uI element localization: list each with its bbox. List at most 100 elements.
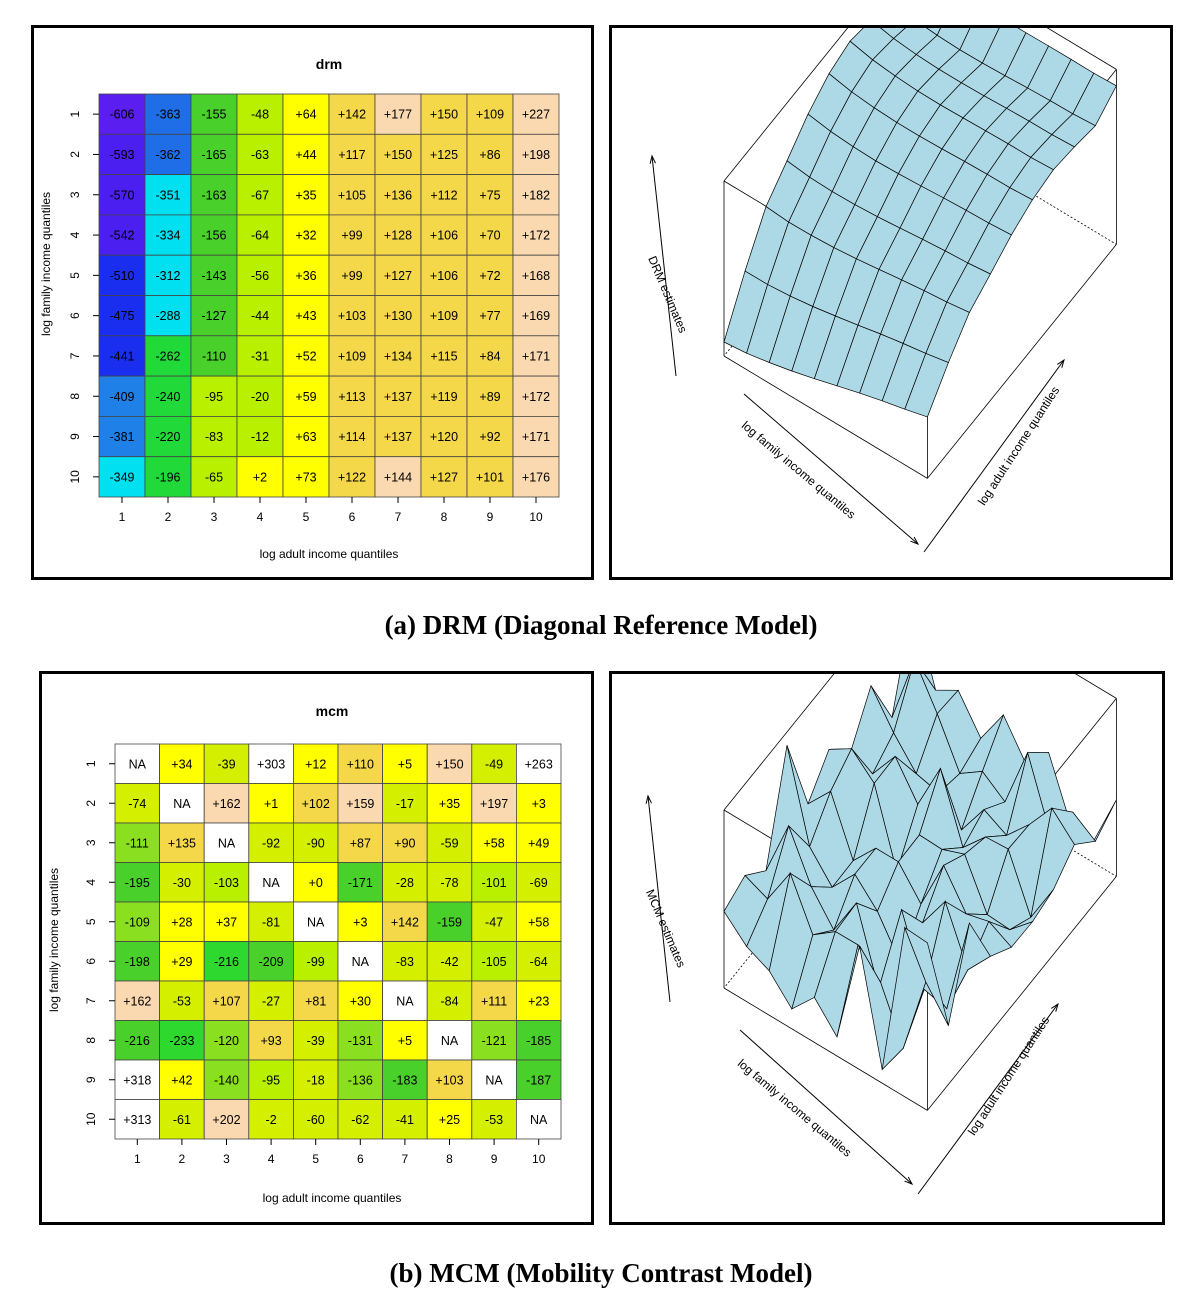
- mcm-heatmap-cell-label: -84: [440, 994, 458, 1008]
- drm-heatmap-cell-label: +171: [522, 349, 550, 363]
- drm-heatmap-cell-label: -334: [155, 229, 180, 243]
- mcm-heatmap-cell-label: -92: [262, 836, 280, 850]
- mcm-heatmap-cell: [159, 822, 205, 863]
- drm-heatmap-cell-label: -475: [109, 309, 134, 323]
- drm-heatmap-cell: [144, 133, 192, 176]
- mcm-heatmap-cell-label: -111: [126, 836, 149, 850]
- mcm-heatmap-x-tick-label: 2: [179, 1152, 186, 1166]
- mcm-heatmap-cell: [426, 980, 473, 1021]
- drm-surface-box-edge: [1046, 28, 1117, 70]
- drm-surface-axis-arrow: [651, 155, 677, 377]
- drm-heatmap-cell-label: +127: [384, 269, 412, 283]
- drm-heatmap-cell-label: +99: [341, 269, 362, 283]
- drm-heatmap-cell: [466, 133, 514, 176]
- drm-heatmap-cell: [466, 214, 514, 256]
- mcm-heatmap-cell: [203, 783, 250, 824]
- drm-heatmap-cell-label: +44: [295, 148, 316, 162]
- drm-surface-box-edge: [927, 244, 1117, 479]
- mcm-heatmap-cell: [471, 941, 517, 982]
- mcm-heatmap-cell-label: -81: [262, 915, 280, 929]
- mcm-heatmap-cell-label: +313: [123, 1113, 151, 1127]
- drm-heatmap-cell-label: +36: [295, 269, 316, 283]
- mcm-heatmap-cell: [426, 783, 473, 824]
- mcm-heatmap-cell: [292, 1099, 339, 1140]
- mcm-heatmap-cell: [203, 1099, 250, 1140]
- mcm-heatmap-cell-label: +49: [528, 836, 549, 850]
- drm-heatmap-cell-label: -441: [109, 349, 134, 363]
- drm-heatmap-cell-label: -165: [201, 148, 226, 162]
- mcm-heatmap-cell-label: NA: [262, 876, 280, 890]
- mcm-heatmap-y-tick-label: 2: [84, 800, 98, 807]
- mcm-heatmap-cell: [515, 862, 562, 903]
- mcm-heatmap-y-tick-label: 10: [84, 1112, 98, 1126]
- mcm-heatmap-cell-label: +159: [346, 797, 374, 811]
- drm-heatmap-cell-label: -64: [251, 229, 269, 243]
- drm-heatmap-cell-label: +172: [522, 390, 550, 404]
- mcm-heatmap-cell-label: -78: [440, 876, 458, 890]
- drm-heatmap-cell: [328, 254, 376, 296]
- drm-heatmap-cell-label: -156: [201, 229, 226, 243]
- drm-heatmap-cell-label: +99: [341, 229, 362, 243]
- mcm-heatmap-cell-label: +111: [481, 994, 507, 1008]
- mcm-heatmap-cell-label: +5: [398, 757, 412, 771]
- drm-heatmap-cell-label: +169: [522, 309, 550, 323]
- mcm-heatmap-cell-label: -42: [440, 955, 458, 969]
- mcm-heatmap-cell-label: -30: [173, 876, 191, 890]
- drm-surface-facet: [904, 352, 949, 418]
- mcm-heatmap-cell: [248, 901, 294, 942]
- mcm-heatmap-x-tick-label: 7: [402, 1152, 409, 1166]
- drm-heatmap-y-tick-label: 4: [68, 231, 82, 238]
- drm-heatmap-ylabel: log family income quantiles: [39, 192, 53, 336]
- drm-heatmap-cell: [190, 415, 238, 458]
- drm-heatmap-cell-label: +171: [522, 430, 550, 444]
- mcm-heatmap-cell: [426, 822, 473, 863]
- drm-surface-mesh: [723, 28, 1117, 418]
- mcm-heatmap-y-tick-label: 4: [84, 879, 98, 886]
- mcm-heatmap-cell-label: -109: [125, 915, 150, 929]
- drm-heatmap-cell: [466, 295, 514, 337]
- drm-heatmap-cell-label: +114: [338, 430, 365, 444]
- mcm-heatmap-cell: [248, 822, 294, 863]
- mcm-heatmap-cell-label: -171: [348, 876, 373, 890]
- mcm-heatmap-cell: [471, 862, 517, 903]
- mcm-heatmap-cell-label: +93: [260, 1034, 281, 1048]
- mcm-surface-axis-arrow: [739, 1029, 913, 1185]
- mcm-heatmap-cell-label: +30: [350, 994, 371, 1008]
- mcm-heatmap-x-tick-label: 9: [491, 1152, 498, 1166]
- drm-heatmap-cell: [466, 415, 514, 458]
- mcm-heatmap-cell-label: -101: [482, 876, 507, 890]
- mcm-heatmap-x-tick-label: 8: [446, 1152, 453, 1166]
- drm-heatmap-cell: [512, 133, 560, 176]
- mcm-heatmap-cell: [248, 1059, 294, 1100]
- drm-heatmap-y-tick-label: 9: [68, 433, 82, 440]
- drm-heatmap-cell: [144, 415, 192, 458]
- drm-heatmap-cell-label: -95: [205, 390, 223, 404]
- mcm-heatmap-cell: [426, 862, 473, 903]
- drm-heatmap-cell: [420, 133, 468, 176]
- drm-surface-axis-arrow: [743, 393, 919, 545]
- mcm-heatmap-cell-label: +37: [216, 915, 237, 929]
- drm-heatmap-cell-label: +172: [522, 229, 550, 243]
- drm-heatmap-cell-label: +113: [338, 390, 365, 404]
- mcm-heatmap-cell-label: -64: [530, 955, 548, 969]
- mcm-heatmap-ylabel: log family income quantiles: [47, 868, 61, 1012]
- drm-heatmap-cell: [466, 174, 514, 216]
- drm-heatmap-cell: [328, 93, 376, 135]
- mcm-heatmap-cell-label: -41: [396, 1113, 414, 1127]
- mcm-heatmap-cell-label: -95: [262, 1073, 280, 1087]
- mcm-heatmap-cell-label: +263: [525, 757, 553, 771]
- drm-heatmap-cell-label: -240: [155, 390, 180, 404]
- mcm-heatmap-xlabel: log adult income quantiles: [263, 1191, 402, 1205]
- mcm-heatmap-cell: [292, 862, 339, 903]
- drm-heatmap-cell-label: -20: [251, 390, 269, 404]
- mcm-heatmap-cell-label: -18: [307, 1073, 325, 1087]
- mcm-heatmap-cell-label: +12: [305, 757, 326, 771]
- drm-heatmap-cell-label: +130: [384, 309, 412, 323]
- mcm-heatmap-cell: [471, 743, 517, 784]
- mcm-heatmap-cell-label: +35: [439, 797, 460, 811]
- drm-heatmap-cell-label: -381: [109, 430, 134, 444]
- mcm-heatmap-cell: [337, 980, 383, 1021]
- drm-heatmap-cell-label: +198: [522, 148, 550, 162]
- mcm-heatmap-cell-label: +162: [123, 994, 151, 1008]
- mcm-heatmap-cell-label: +25: [439, 1113, 460, 1127]
